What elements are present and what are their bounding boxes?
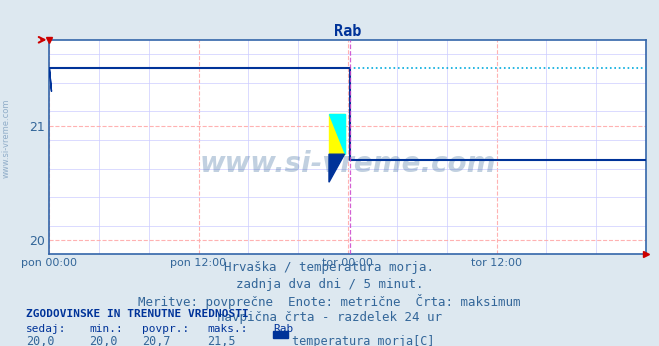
- Text: www.si-vreme.com: www.si-vreme.com: [2, 99, 11, 178]
- Text: Meritve: povprečne  Enote: metrične  Črta: maksimum: Meritve: povprečne Enote: metrične Črta:…: [138, 294, 521, 309]
- Polygon shape: [329, 114, 345, 154]
- Text: 20,0: 20,0: [89, 335, 117, 346]
- Text: 20,0: 20,0: [26, 335, 55, 346]
- Text: maks.:: maks.:: [208, 324, 248, 334]
- Polygon shape: [329, 154, 345, 182]
- Text: ZGODOVINSKE IN TRENUTNE VREDNOSTI: ZGODOVINSKE IN TRENUTNE VREDNOSTI: [26, 309, 249, 319]
- Bar: [329, 114, 345, 154]
- Text: povpr.:: povpr.:: [142, 324, 189, 334]
- Text: 21,5: 21,5: [208, 335, 236, 346]
- Text: min.:: min.:: [89, 324, 123, 334]
- Text: navpična črta - razdelek 24 ur: navpična črta - razdelek 24 ur: [217, 311, 442, 324]
- Text: 20,7: 20,7: [142, 335, 170, 346]
- Text: sedaj:: sedaj:: [26, 324, 67, 334]
- Text: www.si-vreme.com: www.si-vreme.com: [200, 150, 496, 178]
- Text: zadnja dva dni / 5 minut.: zadnja dva dni / 5 minut.: [236, 278, 423, 291]
- Text: Rab: Rab: [273, 324, 294, 334]
- Title: Rab: Rab: [334, 24, 361, 39]
- Text: temperatura morja[C]: temperatura morja[C]: [292, 335, 434, 346]
- Text: Hrvaška / temperatura morja.: Hrvaška / temperatura morja.: [225, 261, 434, 274]
